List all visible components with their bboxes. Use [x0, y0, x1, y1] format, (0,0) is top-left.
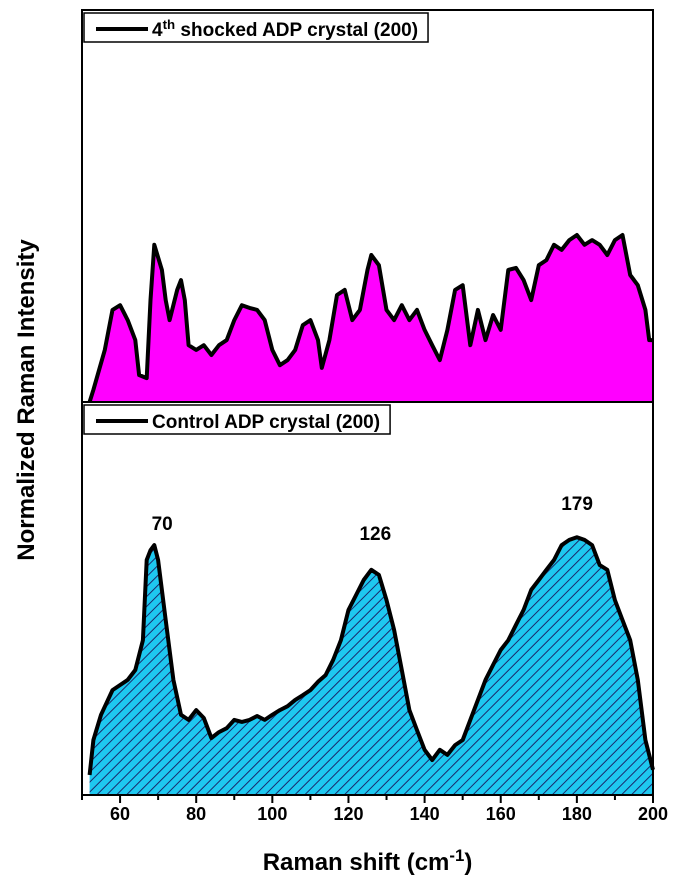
series-line — [87, 535, 655, 776]
panel-frame — [81, 401, 654, 796]
x-tick-label: 200 — [638, 804, 668, 824]
y-axis-label: Normalized Raman Intensity — [13, 239, 40, 561]
x-tick-label: 80 — [186, 804, 206, 824]
area-fill — [89, 235, 654, 402]
x-tick-label: 120 — [333, 804, 363, 824]
legend-box — [83, 404, 391, 435]
x-tick-label: 180 — [562, 804, 592, 824]
annotation: 126 — [359, 524, 391, 545]
annotation: 70 — [152, 514, 173, 535]
series-line — [87, 233, 653, 403]
x-tick-label: 140 — [410, 804, 440, 824]
x-tick-label: 160 — [486, 804, 516, 824]
legend-box — [83, 12, 429, 43]
x-axis-label: Raman shift (cm-1) — [263, 846, 473, 877]
area-fill — [89, 537, 654, 795]
legend-label: Control ADP crystal (200) — [152, 412, 380, 433]
annotation: 179 — [561, 494, 593, 515]
x-tick-label: 100 — [257, 804, 287, 824]
x-tick-label: 60 — [110, 804, 130, 824]
legend-label: 4th shocked ADP crystal (200) — [152, 17, 418, 42]
